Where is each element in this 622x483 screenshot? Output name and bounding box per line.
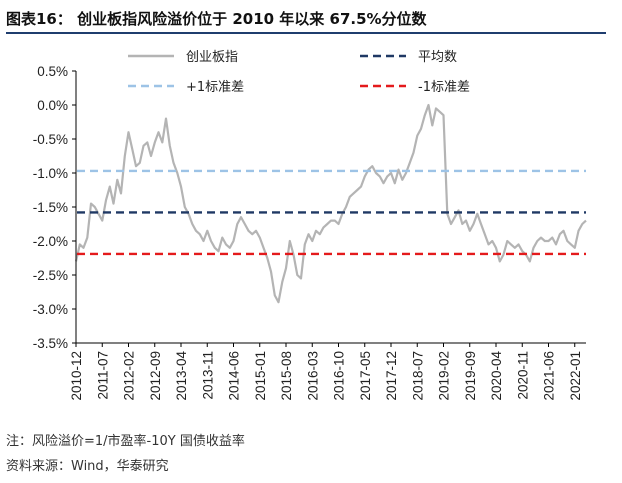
legend-item-plus-one-std-label: +1标准差	[186, 80, 244, 95]
x-tick-label: 2015-08	[279, 351, 294, 401]
x-tick-label: 2017-12	[384, 351, 399, 401]
x-tick-label: 2015-01	[253, 351, 268, 401]
y-tick-label: -2.0%	[33, 234, 68, 249]
x-tick-label: 2012-02	[122, 351, 137, 401]
legend-item-minus-one-std-label: -1标准差	[418, 80, 470, 95]
footnote-source: 资料来源：Wind，华泰研究	[6, 459, 169, 474]
legend-item-mean-label: 平均数	[418, 50, 457, 65]
title-rule	[6, 32, 606, 34]
x-tick-label: 2020-04	[489, 351, 504, 401]
axes: 0.5% 0.0% -0.5% -1.0% -1.5% -2.0% -2.5% -3.0% -3…	[33, 64, 586, 401]
figure-title: 图表16： 创业板指风险溢价位于 2010 年以来 67.5%分位数	[6, 10, 427, 28]
x-tick-label: 2016-10	[332, 351, 347, 401]
chinext-risk-premium-line	[74, 103, 587, 304]
legend-item-chinext-label: 创业板指	[186, 50, 238, 65]
y-tick-label: -1.5%	[33, 200, 68, 215]
y-tick-label: -2.5%	[33, 268, 68, 283]
legend: 创业板指 平均数 +1标准差 -1标准差	[128, 50, 470, 95]
x-tick-label: 2020-11	[515, 351, 530, 400]
x-tick-label: 2010-12	[69, 351, 84, 401]
risk-premium-line-chart: 0.5% 0.0% -0.5% -1.0% -1.5% -2.0% -2.5% -3.0% -3…	[33, 50, 587, 401]
series-layer	[74, 103, 587, 304]
footnote-definition: 注：风险溢价=1/市盈率-10Y 国债收益率	[6, 434, 245, 449]
x-tick-label: 2014-06	[227, 351, 242, 401]
y-tick-label: -1.0%	[33, 166, 68, 181]
x-tick-label: 2011-07	[95, 351, 110, 400]
y-tick-label: 0.0%	[37, 98, 68, 113]
x-tick-label: 2018-07	[410, 351, 425, 401]
x-tick-label: 2017-05	[358, 351, 373, 401]
x-tick-label: 2019-02	[437, 351, 452, 401]
x-tick-label: 2019-09	[463, 351, 478, 401]
x-tick-label: 2013-11	[200, 351, 215, 400]
x-tick-label: 2022-01	[568, 351, 583, 401]
y-tick-label: 0.5%	[37, 64, 68, 79]
x-tick-label: 2021-06	[542, 351, 557, 401]
x-tick-label: 2013-04	[174, 351, 189, 401]
y-tick-label: -0.5%	[33, 132, 68, 147]
y-tick-label: -3.5%	[33, 336, 68, 351]
chart-container: 0.5% 0.0% -0.5% -1.0% -1.5% -2.0% -2.5% -3.0% -3…	[0, 34, 622, 420]
x-tick-label: 2016-03	[305, 351, 320, 401]
y-tick-label: -3.0%	[33, 302, 68, 317]
x-tick-label: 2012-09	[148, 351, 163, 401]
